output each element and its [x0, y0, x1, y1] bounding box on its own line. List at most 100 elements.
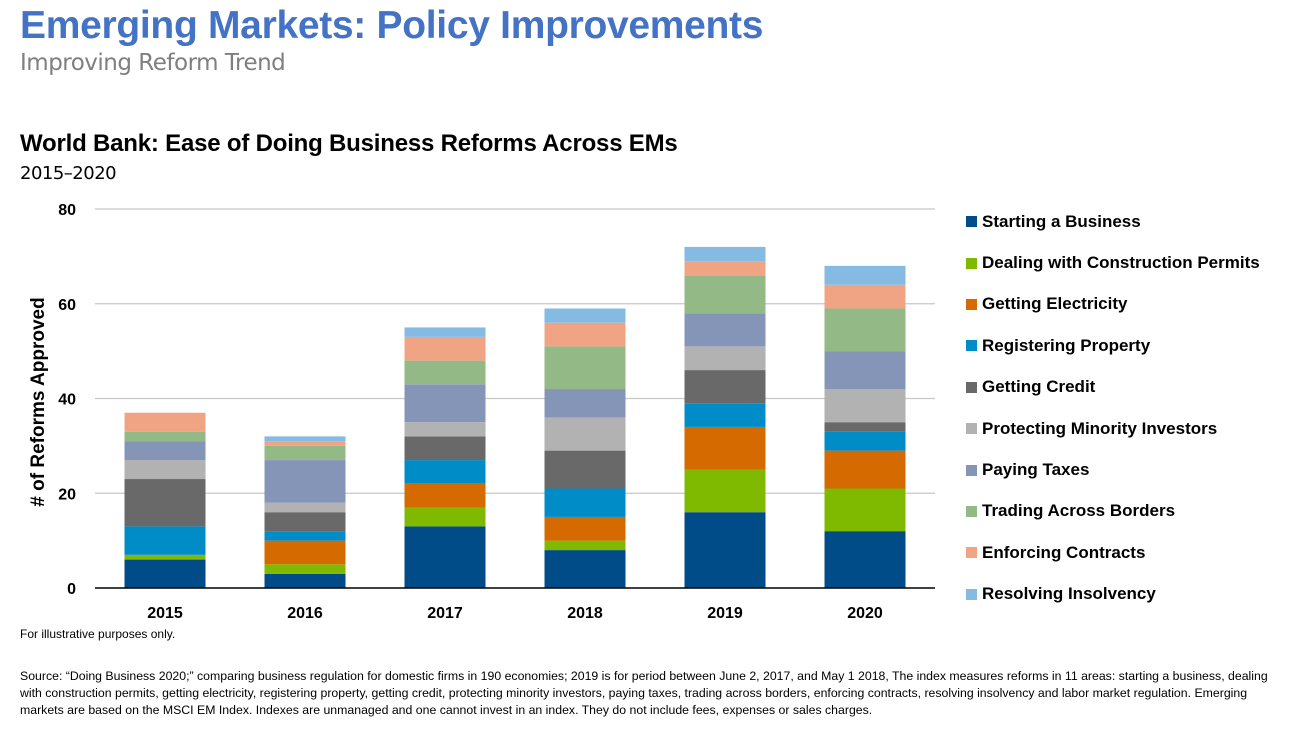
y-tick-label: 20	[58, 486, 76, 503]
bar-segment-paying-taxes-2015	[124, 441, 206, 461]
bar-segment-trading-across-borders-2020	[824, 308, 906, 352]
legend-item: Protecting Minority Investors	[966, 408, 1260, 449]
legend-label: Paying Taxes	[982, 460, 1090, 480]
legend-label: Enforcing Contracts	[982, 542, 1146, 562]
bar-segment-protecting-minority-investors-2019	[684, 346, 766, 371]
bar-segment-protecting-minority-investors-2016	[264, 502, 346, 513]
bar-segment-enforcing-contracts-2015	[124, 412, 206, 432]
legend-label: Starting a Business	[982, 211, 1141, 231]
bar-segment-trading-across-borders-2015	[124, 431, 206, 442]
bar-segment-getting-credit-2015	[124, 479, 206, 527]
bar-segment-getting-electricity-2018	[544, 516, 626, 541]
bar-segment-enforcing-contracts-2020	[824, 284, 906, 309]
legend-item: Getting Electricity	[966, 284, 1260, 325]
legend-item: Trading Across Borders	[966, 491, 1260, 532]
bar-segment-registering-property-2016	[264, 531, 346, 541]
bar-segment-dealing-with-construction-permits-2017	[404, 507, 486, 527]
legend-item: Enforcing Contracts	[966, 532, 1260, 573]
illustrative-note: For illustrative purposes only.	[20, 627, 176, 641]
bar-segment-starting-a-business-2018	[544, 550, 626, 588]
bar-segment-getting-credit-2020	[824, 422, 906, 432]
bar-segment-paying-taxes-2017	[404, 384, 486, 423]
x-tick-label: 2015	[147, 605, 183, 622]
bar-segment-dealing-with-construction-permits-2018	[544, 540, 626, 551]
y-tick-label: 40	[58, 392, 76, 409]
chart-title: World Bank: Ease of Doing Business Refor…	[20, 130, 678, 157]
bar-segment-resolving-insolvency-2016	[264, 436, 346, 442]
bar-segment-getting-credit-2018	[544, 450, 626, 489]
bar-segment-starting-a-business-2020	[824, 531, 906, 588]
bar-segment-protecting-minority-investors-2020	[824, 389, 906, 423]
bar-segment-getting-electricity-2016	[264, 540, 346, 565]
bar-segment-registering-property-2015	[124, 526, 206, 555]
bar-segment-resolving-insolvency-2017	[404, 327, 486, 337]
bar-segment-resolving-insolvency-2019	[684, 246, 766, 262]
bar-segment-dealing-with-construction-permits-2015	[124, 554, 206, 560]
legend-item: Getting Credit	[966, 367, 1260, 408]
legend-swatch	[966, 505, 977, 517]
x-tick-label: 2016	[287, 605, 323, 622]
bar-segment-enforcing-contracts-2016	[264, 441, 346, 446]
x-tick-label: 2018	[567, 605, 603, 622]
legend-swatch	[966, 298, 977, 310]
bar-segment-trading-across-borders-2016	[264, 445, 346, 461]
bar-segment-trading-across-borders-2019	[684, 275, 766, 314]
bar-segment-getting-electricity-2017	[404, 483, 486, 508]
bar-segment-registering-property-2018	[544, 488, 626, 517]
bar-segment-registering-property-2020	[824, 431, 906, 451]
bar-segment-getting-electricity-2020	[824, 450, 906, 489]
chart-legend: Starting a Business Dealing with Construc…	[966, 201, 1260, 615]
bar-segment-protecting-minority-investors-2017	[404, 422, 486, 437]
y-tick-label: 60	[58, 297, 76, 314]
bar-segment-paying-taxes-2020	[824, 351, 906, 390]
legend-swatch	[966, 464, 977, 476]
stacked-bar-chart: 0 20 40 60 80 2015 2016 2017 2018 2019 2020 # of R…	[28, 202, 935, 622]
legend-swatch	[966, 423, 977, 435]
bar-segment-getting-electricity-2019	[684, 426, 766, 470]
bar-segment-starting-a-business-2017	[404, 526, 486, 588]
bar-segment-starting-a-business-2015	[124, 559, 206, 588]
bar-segment-paying-taxes-2018	[544, 389, 626, 418]
y-axis-label: # of Reforms Approved	[28, 297, 49, 506]
legend-item: Paying Taxes	[966, 449, 1260, 490]
bar-segment-getting-credit-2019	[684, 370, 766, 404]
bar-segment-enforcing-contracts-2017	[404, 336, 486, 361]
source-footnote: Source: “Doing Business 2020;” comparing…	[20, 669, 1268, 717]
bar-segment-starting-a-business-2016	[264, 573, 346, 588]
bar-segment-paying-taxes-2016	[264, 460, 346, 503]
bar-segment-starting-a-business-2019	[684, 512, 766, 588]
x-tick-label: 2020	[847, 605, 883, 622]
legend-item: Dealing with Construction Permits	[966, 242, 1260, 283]
chart-subtitle: 2015–2020	[20, 163, 117, 184]
x-tick-label: 2017	[427, 605, 463, 622]
axes: 0 20 40 60 80 2015 2016 2017 2018 2019 2020	[58, 202, 935, 622]
bar-segment-trading-across-borders-2018	[544, 346, 626, 390]
bar-segment-resolving-insolvency-2020	[824, 265, 906, 285]
legend-swatch	[966, 588, 977, 600]
legend-swatch	[966, 340, 977, 352]
page-title: Emerging Markets: Policy Improvements	[20, 4, 764, 47]
gridlines	[95, 208, 935, 494]
y-tick-label: 80	[58, 202, 76, 219]
legend-swatch	[966, 216, 977, 228]
bar-segment-resolving-insolvency-2018	[544, 308, 626, 323]
legend-label: Protecting Minority Investors	[982, 418, 1218, 438]
legend-label: Trading Across Borders	[982, 501, 1176, 521]
legend-label: Resolving Insolvency	[982, 584, 1156, 604]
page-subtitle: Improving Reform Trend	[20, 50, 286, 76]
legend-swatch	[966, 257, 977, 269]
y-tick-label: 0	[67, 581, 76, 598]
bar-segment-registering-property-2017	[404, 460, 486, 484]
legend-swatch	[966, 381, 977, 393]
legend-label: Registering Property	[982, 335, 1151, 355]
bar-segment-protecting-minority-investors-2018	[544, 417, 626, 451]
bar-segment-protecting-minority-investors-2015	[124, 460, 206, 480]
legend-swatch	[966, 547, 977, 559]
bars	[124, 246, 906, 588]
bar-segment-enforcing-contracts-2019	[684, 261, 766, 276]
bar-segment-dealing-with-construction-permits-2016	[264, 564, 346, 574]
bar-segment-getting-credit-2017	[404, 436, 486, 461]
legend-label: Dealing with Construction Permits	[982, 253, 1260, 273]
bar-segment-enforcing-contracts-2018	[544, 322, 626, 347]
bar-segment-paying-taxes-2019	[684, 313, 766, 347]
